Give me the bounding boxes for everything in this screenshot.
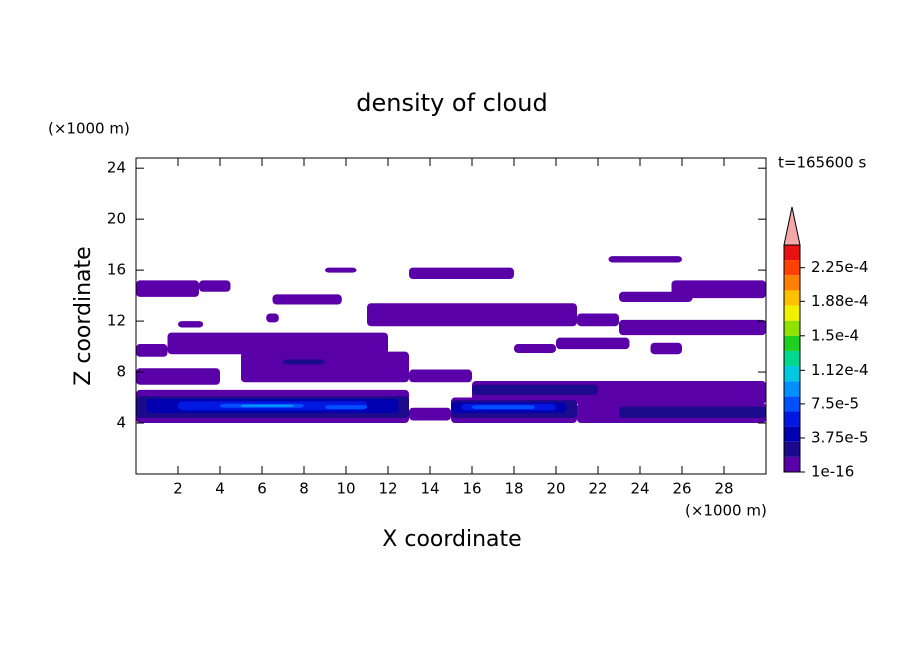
contour-region xyxy=(409,267,514,280)
contour-region xyxy=(608,256,682,263)
colorbar-tick-label: 1.5e-4 xyxy=(811,326,859,344)
x-tick-label: 14 xyxy=(420,480,439,498)
colorbar-band xyxy=(784,320,800,336)
y-unit: (×1000 m) xyxy=(48,120,130,138)
y-tick-label: 16 xyxy=(107,261,126,279)
colorbar-band xyxy=(784,245,800,261)
colorbar-band xyxy=(784,275,800,291)
x-tick-label: 6 xyxy=(257,480,267,498)
x-tick-label: 10 xyxy=(336,480,355,498)
contour-region xyxy=(266,313,279,323)
x-tick-label: 24 xyxy=(630,480,649,498)
y-tick-label: 4 xyxy=(116,414,126,432)
colorbar-band xyxy=(784,366,800,382)
x-tick-label: 16 xyxy=(462,480,481,498)
contour-region xyxy=(472,405,535,410)
contour-region xyxy=(272,294,342,305)
contour-region xyxy=(325,267,357,273)
colorbar-band xyxy=(784,396,800,412)
x-axis-label: X coordinate xyxy=(382,527,521,552)
y-tick-label: 12 xyxy=(107,312,126,330)
colorbar-tick-label: 7.5e-5 xyxy=(811,394,859,412)
colorbar-band xyxy=(784,350,800,367)
plot-frame xyxy=(135,157,767,475)
contour-region xyxy=(619,406,766,418)
colorbar-band xyxy=(784,381,800,397)
colorbar-extend xyxy=(783,206,801,246)
colorbar-band xyxy=(784,411,800,427)
contour-region xyxy=(556,337,630,350)
x-tick-label: 22 xyxy=(588,480,607,498)
colorbar-band xyxy=(784,260,800,276)
colorbar-band xyxy=(784,290,800,306)
x-tick-label: 4 xyxy=(215,480,225,498)
y-axis-label: Z coordinate xyxy=(71,246,96,385)
contour-field xyxy=(136,256,766,424)
colorbar-band xyxy=(784,441,800,457)
colorbar-band xyxy=(784,305,800,321)
contour-region xyxy=(325,405,367,410)
contour-region xyxy=(283,359,325,365)
contour-region xyxy=(619,319,766,336)
contour-region xyxy=(650,342,682,355)
x-tick-label: 28 xyxy=(714,480,733,498)
contour-region xyxy=(514,344,556,353)
contour-region xyxy=(199,280,231,292)
contour-region xyxy=(136,344,168,357)
contour-region xyxy=(178,321,204,328)
colorbar-tick-label: 1.12e-4 xyxy=(811,361,869,379)
colorbar-tick-label: 1e-16 xyxy=(811,463,854,481)
x-tick-label: 26 xyxy=(672,480,691,498)
contour-region xyxy=(409,369,472,383)
colorbar-band xyxy=(784,335,800,351)
contour-region xyxy=(367,303,577,327)
contour-region xyxy=(409,407,451,421)
chart-title: density of cloud xyxy=(356,89,547,117)
y-tick-label: 24 xyxy=(107,159,126,177)
annotation: t=165600 s xyxy=(778,154,866,172)
colorbar-frame xyxy=(783,244,801,473)
contour-region xyxy=(167,332,388,355)
x-tick-label: 8 xyxy=(299,480,309,498)
contour-region xyxy=(136,368,220,385)
contour-region xyxy=(241,351,409,383)
x-tick-label: 2 xyxy=(173,480,183,498)
contour-region xyxy=(577,313,619,327)
y-tick-label: 20 xyxy=(107,210,126,228)
x-tick-label: 18 xyxy=(504,480,523,498)
colorbar-tick-label: 1.88e-4 xyxy=(811,292,869,310)
contour-region xyxy=(241,404,294,408)
colorbar-tick-label: 2.25e-4 xyxy=(811,258,869,276)
contour-region xyxy=(472,384,598,395)
colorbar-band xyxy=(784,426,800,442)
colorbar-band xyxy=(784,456,800,472)
colorbar-tick-label: 3.75e-5 xyxy=(811,428,869,446)
x-unit: (×1000 m) xyxy=(685,502,767,520)
y-tick-label: 8 xyxy=(116,363,126,381)
x-tick-label: 20 xyxy=(546,480,565,498)
x-tick-label: 12 xyxy=(378,480,397,498)
contour-region xyxy=(671,280,766,299)
contour-region xyxy=(136,280,199,297)
